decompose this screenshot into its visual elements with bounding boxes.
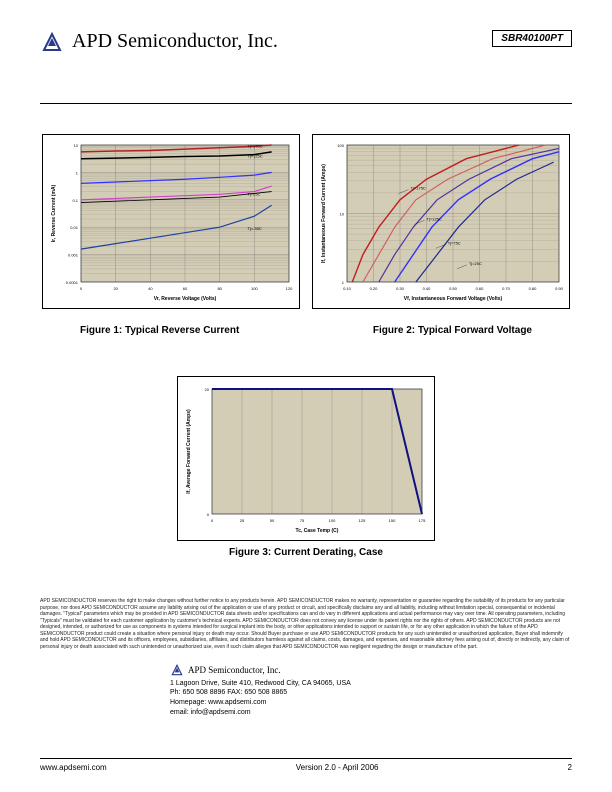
svg-text:10: 10 (74, 143, 79, 148)
contact-phone: Ph: 650 508 8896 FAX: 650 508 8865 (170, 688, 572, 698)
part-number-box: SBR40100PT (492, 30, 572, 47)
svg-text:20: 20 (205, 387, 210, 392)
svg-text:If, Average Forward Current (A: If, Average Forward Current (Amps) (186, 409, 192, 494)
svg-text:0: 0 (207, 512, 210, 517)
contact-logo-icon (170, 664, 184, 676)
footer-left: www.apdsemi.com (40, 763, 107, 772)
svg-text:125: 125 (359, 518, 366, 523)
svg-text:0.80: 0.80 (529, 286, 538, 291)
chart1-caption: Figure 1: Typical Reverse Current (80, 325, 239, 336)
svg-text:75: 75 (300, 518, 305, 523)
contact-block: APD Semiconductor, Inc. 1 Lagoon Drive, … (170, 664, 572, 718)
chart-derating: 0 25 50 75 100 125 150 175 0 20 Tc, Case Temp (C) I… (182, 381, 430, 536)
svg-text:25: 25 (240, 518, 245, 523)
svg-text:60: 60 (183, 286, 188, 291)
svg-text:100: 100 (337, 143, 344, 148)
svg-text:40: 40 (148, 286, 153, 291)
chart2-caption: Figure 2: Typical Forward Voltage (373, 325, 532, 336)
svg-text:0.01: 0.01 (70, 225, 79, 230)
svg-text:0: 0 (211, 518, 214, 523)
chart3-caption: Figure 3: Current Derating, Case (229, 547, 383, 558)
svg-text:Tj=175C: Tj=175C (247, 144, 262, 149)
logo-icon (40, 32, 64, 52)
svg-text:0.10: 0.10 (343, 286, 352, 291)
contact-homepage: Homepage: www.apdsemi.com (170, 698, 572, 708)
svg-text:10: 10 (340, 212, 345, 217)
svg-text:1: 1 (342, 280, 345, 285)
chart-forward-voltage: 1 10 100 0.10 0.20 0.30 0.40 0.50 0.60 0.70 0.80 0.… (317, 139, 565, 304)
svg-text:175: 175 (419, 518, 426, 523)
svg-text:Tj=125C: Tj=125C (427, 216, 442, 221)
svg-text:If, Instantaneous Forward Curr: If, Instantaneous Forward Current (Amps) (321, 164, 327, 263)
svg-text:Tj=25C: Tj=25C (469, 261, 482, 266)
svg-text:120: 120 (286, 286, 293, 291)
chart-reverse-current: 0.00010.0010.010.1110020406080100120Tj=1… (47, 139, 295, 304)
company-name: APD Semiconductor, Inc. (72, 30, 278, 53)
svg-text:0.70: 0.70 (502, 286, 511, 291)
svg-text:150: 150 (389, 518, 396, 523)
svg-text:Vr, Reverse Voltage (Volts): Vr, Reverse Voltage (Volts) (154, 296, 217, 302)
svg-text:100: 100 (329, 518, 336, 523)
svg-text:0.60: 0.60 (476, 286, 485, 291)
svg-text:Tj=75C: Tj=75C (448, 240, 461, 245)
chart1-box: 0.00010.0010.010.1110020406080100120Tj=1… (42, 134, 300, 309)
footer-center: Version 2.0 - April 2006 (296, 763, 379, 772)
svg-text:20: 20 (113, 286, 118, 291)
svg-text:Tj=175C: Tj=175C (411, 186, 426, 191)
svg-text:0.30: 0.30 (396, 286, 405, 291)
page-footer: www.apdsemi.com Version 2.0 - April 2006… (40, 758, 572, 772)
svg-text:1: 1 (76, 170, 79, 175)
company-logo: APD Semiconductor, Inc. (40, 30, 278, 53)
footer-right: 2 (568, 763, 572, 772)
svg-text:Tj=25C: Tj=25C (247, 192, 260, 197)
contact-company: APD Semiconductor, Inc. (188, 664, 281, 677)
svg-text:Tj=125C: Tj=125C (247, 153, 262, 158)
svg-text:0.40: 0.40 (423, 286, 432, 291)
svg-text:0.0001: 0.0001 (66, 280, 79, 285)
svg-text:Tc, Case Temp (C): Tc, Case Temp (C) (296, 528, 339, 534)
svg-text:Tj=-35C: Tj=-35C (247, 226, 261, 231)
svg-text:0.50: 0.50 (449, 286, 458, 291)
svg-text:0.1: 0.1 (72, 198, 78, 203)
svg-text:0.90: 0.90 (555, 286, 564, 291)
svg-text:Ir, Reverse Current (mA): Ir, Reverse Current (mA) (51, 184, 57, 242)
chart2-box: 1 10 100 0.10 0.20 0.30 0.40 0.50 0.60 0.70 0.80 0.… (312, 134, 570, 309)
svg-text:0.20: 0.20 (370, 286, 379, 291)
contact-address: 1 Lagoon Drive, Suite 410, Redwood City,… (170, 679, 572, 689)
svg-text:80: 80 (217, 286, 222, 291)
svg-text:100: 100 (251, 286, 258, 291)
disclaimer-text: APD SEMICONDUCTOR reserves the right to … (40, 598, 572, 650)
svg-text:50: 50 (270, 518, 275, 523)
svg-text:0: 0 (80, 286, 83, 291)
svg-text:0.001: 0.001 (68, 253, 79, 258)
chart3-box: 0 25 50 75 100 125 150 175 0 20 Tc, Case Temp (C) I… (177, 376, 435, 541)
contact-email: email: info@apdsemi.com (170, 708, 572, 718)
svg-text:Vf, Instantaneous Forward Vol: Vf, Instantaneous Forward Voltage (Volts… (404, 296, 503, 302)
